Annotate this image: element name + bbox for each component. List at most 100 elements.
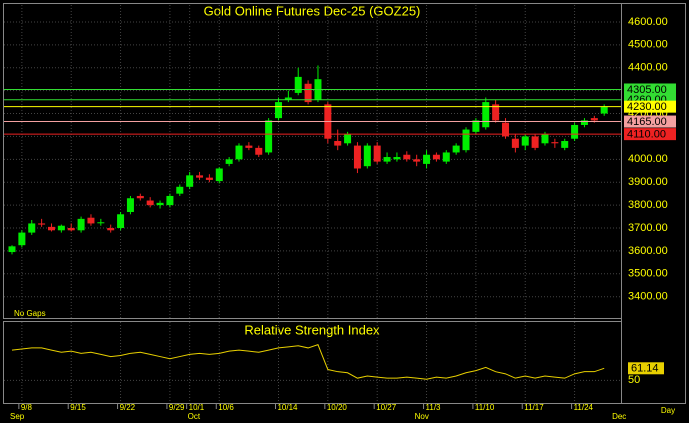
note: No Gaps [14, 309, 46, 318]
candle-body [432, 154, 440, 160]
level-label-box [624, 100, 676, 113]
candle-body [28, 223, 36, 233]
x-tick-label: 11/10 [475, 403, 495, 412]
candle-body [561, 141, 569, 148]
x-tick-label: 9/15 [70, 403, 86, 412]
candle-body [482, 102, 490, 128]
candle-body [600, 106, 608, 114]
candle-body [67, 228, 75, 231]
candle-body [196, 175, 204, 178]
candle-body [18, 232, 26, 246]
candle-body [413, 159, 421, 162]
x-tick-label: 9/22 [120, 403, 136, 412]
level-label-box [624, 115, 676, 128]
rsi-title: Relative Strength Index [244, 322, 380, 337]
candle-body [126, 198, 134, 212]
candle-body [156, 202, 164, 206]
candle-body [38, 223, 46, 225]
y-tick-label: 4500.00 [628, 39, 668, 51]
rsi-line [11, 344, 605, 380]
x-tick-label: 9/29 [169, 403, 185, 412]
candle-body [77, 218, 85, 231]
chart-title: Gold Online Futures Dec-25 (GOZ25) [204, 3, 421, 18]
y-tick-label: 50 [628, 374, 640, 386]
candle-body [492, 104, 500, 121]
candle-body [531, 136, 539, 148]
candle-body [442, 152, 450, 162]
candle-body [363, 145, 371, 167]
level-label: 4230.00 [627, 101, 667, 113]
candle-body [373, 145, 381, 162]
y-tick-label: 4400.00 [628, 62, 668, 74]
candle-body [521, 136, 529, 146]
y-tick-label: 3600.00 [628, 245, 668, 257]
x-tick-label: 10/20 [327, 403, 348, 412]
candle-body [265, 120, 273, 153]
candle-body [353, 145, 361, 169]
candle-body [541, 134, 549, 144]
candle-body [255, 147, 263, 155]
candle-body [274, 102, 282, 119]
x-tick-label: 11/3 [426, 403, 442, 412]
candle-body [146, 200, 154, 206]
candle-body [472, 120, 480, 132]
candle-body [590, 118, 598, 121]
candle-body [502, 122, 509, 137]
axis-panel-frame [621, 3, 686, 404]
candle-body [225, 159, 233, 164]
y-tick-label: 3700.00 [628, 222, 668, 234]
month-label: Nov [415, 412, 429, 421]
month-label: Sep [10, 412, 25, 421]
level-label: 4165.00 [627, 116, 667, 128]
x-tick-label: 10/6 [218, 403, 234, 412]
x-axis-label: Day [661, 406, 675, 415]
candle-body [580, 120, 588, 125]
candle-body [87, 217, 95, 224]
last-value-box [628, 362, 664, 375]
candle-body [511, 138, 519, 148]
x-tick-label: 10/27 [376, 403, 397, 412]
y-tick-label: 3900.00 [628, 176, 668, 188]
x-tick-label: 10/1 [189, 403, 205, 412]
candle-body [423, 154, 431, 164]
candle-body [403, 154, 411, 160]
candle-body [383, 157, 391, 162]
candle-body [462, 129, 470, 151]
y-tick-label: 3500.00 [628, 268, 668, 280]
candle-body [334, 141, 342, 146]
candle-body [136, 195, 144, 199]
month-label: Oct [188, 412, 201, 421]
candle-body [551, 142, 559, 144]
candle-body [235, 145, 243, 160]
candle-body [176, 186, 184, 194]
candle-body [344, 134, 352, 144]
candle-body [107, 228, 115, 231]
candle-body [245, 145, 253, 148]
candle-body [304, 83, 312, 103]
candle-body [393, 157, 401, 160]
level-label-box [624, 83, 676, 96]
candle-body [205, 177, 213, 180]
candle-body [571, 124, 579, 139]
level-label-box [624, 128, 676, 141]
candle-body [186, 175, 194, 187]
month-label: Dec [612, 412, 626, 421]
candle-body [57, 225, 65, 231]
x-tick-label: 9/8 [21, 403, 33, 412]
y-tick-label: 4600.00 [628, 16, 668, 28]
candle-body [215, 168, 223, 182]
x-tick-label: 11/17 [524, 403, 544, 412]
candle-body [47, 226, 55, 231]
last-value-label: 61.14 [631, 363, 659, 375]
candle-body [166, 195, 174, 206]
x-tick-label: 10/14 [277, 403, 298, 412]
y-tick-label: 3800.00 [628, 199, 668, 211]
candle-body [294, 76, 302, 93]
candle-body [284, 97, 292, 100]
y-tick-label: 4000.00 [628, 153, 668, 165]
level-label: 4305.00 [627, 84, 667, 96]
candle-body [117, 214, 125, 229]
